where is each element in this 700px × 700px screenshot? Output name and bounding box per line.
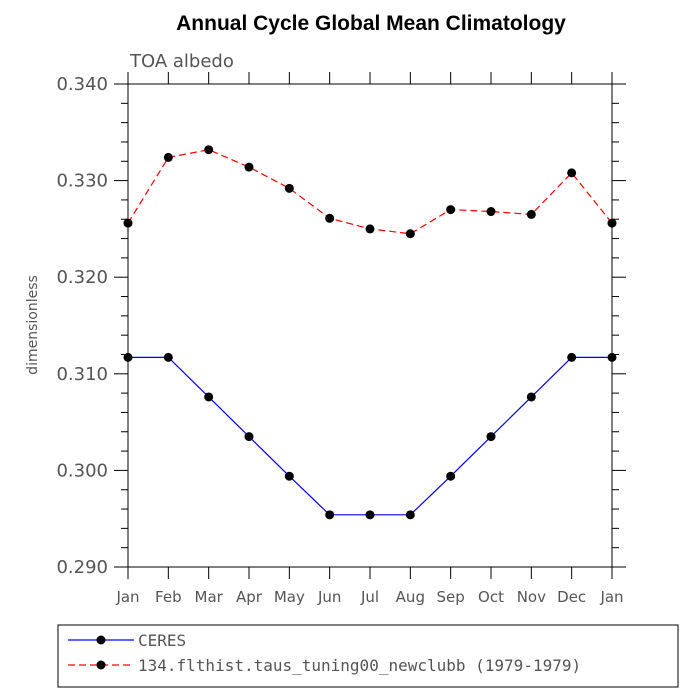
data-point-series-2 [526,209,536,219]
data-point-series-1 [244,432,254,442]
data-point-series-2 [244,162,254,172]
data-point-series-1 [446,471,456,481]
data-point-series-1 [284,471,294,481]
data-point-series-2 [446,205,456,215]
x-tick-label: Jun [317,588,341,606]
plot-frame [127,83,613,568]
data-point-series-1 [365,510,375,520]
data-point-series-2 [607,218,617,228]
chart-subtitle: TOA albedo [129,51,234,72]
data-point-series-1 [607,352,617,362]
x-tick-label: Feb [155,588,182,606]
data-point-series-1 [567,352,577,362]
y-axis-label: dimensionless [25,275,41,375]
x-tick-label: Aug [396,588,425,606]
x-tick-label: Oct [478,588,504,606]
legend-marker-1 [96,635,106,645]
series-line-1 [128,356,612,516]
data-point-series-1 [163,352,173,362]
y-tick-label: 0.340 [56,74,108,95]
y-tick-label: 0.320 [56,267,108,288]
data-point-series-1 [123,352,133,362]
legend-label-2: 134.flthist.taus_tuning00_newclubb (1979… [138,656,581,675]
y-tick-label: 0.300 [56,460,108,481]
x-tick-label: Mar [195,588,224,606]
series [123,145,617,520]
x-tick-label: Apr [236,588,263,606]
data-point-series-1 [486,432,496,442]
data-point-series-2 [486,207,496,217]
data-point-series-2 [325,213,335,223]
data-point-series-2 [204,145,214,155]
chart-title: Annual Cycle Global Mean Climatology [176,12,566,35]
data-point-series-1 [204,392,214,402]
x-tick-label: Jan [599,588,623,606]
data-point-series-1 [325,510,335,520]
y-tick-label: 0.290 [56,557,108,578]
data-point-series-1 [405,510,415,520]
data-point-series-2 [365,224,375,234]
data-point-series-2 [405,229,415,239]
x-tick-label: Jul [360,588,379,606]
legend-marker-2 [96,660,106,670]
data-point-series-2 [284,183,294,193]
series-line-2 [127,149,613,235]
data-point-series-2 [123,218,133,228]
legend: CERES 134.flthist.taus_tuning00_newclubb … [68,631,581,675]
x-tick-label: Jan [115,588,139,606]
legend-label-1: CERES [138,631,186,650]
legend-box [57,624,679,688]
y-tick-label: 0.330 [56,171,108,192]
y-tick-labels: 0.290 0.300 0.310 0.320 0.330 0.340 [56,74,108,578]
data-point-series-2 [567,168,577,178]
data-point-series-1 [526,392,536,402]
x-tick-label: May [274,588,305,606]
x-tick-labels: Jan Feb Mar Apr May Jun Jul Aug Sep Oct Nov Dec Jan [115,588,623,606]
x-tick-label: Sep [437,588,465,606]
y-tick-label: 0.310 [56,364,108,385]
ticks [114,72,626,579]
x-tick-label: Dec [557,588,586,606]
x-tick-label: Nov [517,588,546,606]
data-point-series-2 [163,152,173,162]
